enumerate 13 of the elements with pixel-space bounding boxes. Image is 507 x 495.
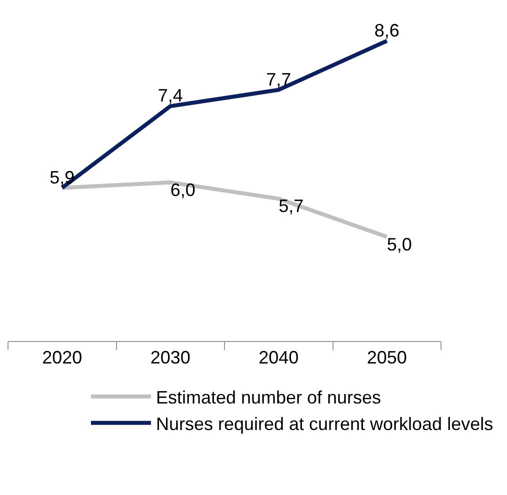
data-label: 7,4: [158, 86, 183, 106]
data-label: 5,9: [50, 167, 75, 188]
x-tick-label: 2040: [258, 348, 299, 368]
legend-label: Estimated number of nurses: [156, 388, 382, 408]
data-label: 5,7: [278, 196, 304, 216]
data-label: 8,6: [374, 20, 400, 40]
x-tick-label: 2020: [42, 348, 82, 368]
x-tick-label: 2050: [366, 348, 407, 368]
data-label: 6,0: [170, 180, 196, 200]
x-tick-label: 2030: [150, 348, 190, 368]
data-label: 7,7: [266, 69, 292, 90]
legend-label: Nurses required at current workload levels: [156, 414, 494, 434]
data-label: 5,0: [386, 234, 412, 254]
